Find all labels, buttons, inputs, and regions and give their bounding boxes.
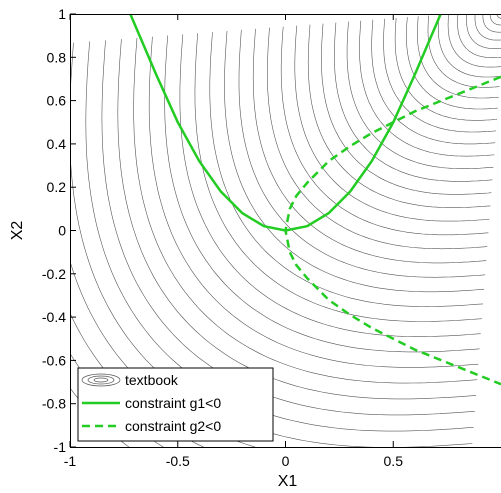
legend-contour-ring [87, 375, 115, 385]
y-tick-label: -0.4 [42, 309, 66, 325]
y-tick-label: 0.4 [47, 136, 67, 152]
contour-line [482, 14, 501, 33]
contour-line [334, 22, 493, 182]
contour-line [417, 16, 499, 99]
y-axis-label: X2 [9, 221, 26, 241]
x-axis-label: X1 [278, 473, 298, 490]
contour-line [474, 14, 501, 41]
constraint-curves [129, 14, 501, 386]
contour-line [406, 17, 498, 110]
x-tick-label: 0.5 [384, 453, 404, 469]
legend-contour-sample-icon [81, 373, 121, 387]
y-tick-label: -0.2 [42, 266, 66, 282]
contour-line [117, 39, 477, 400]
y-tick-label: 1 [58, 6, 66, 22]
contour-line [266, 27, 488, 250]
y-tick-label: -1 [54, 439, 67, 455]
contour-line [394, 17, 498, 121]
legend-label-textbook: textbook [125, 372, 179, 388]
contour-line [371, 19, 496, 145]
y-tick-label: 0.6 [47, 93, 67, 109]
y-tick-label: 0.8 [47, 49, 67, 65]
legend-label-constraint-g2: constraint g2<0 [125, 418, 221, 434]
legend-label-constraint-g1: constraint g1<0 [125, 395, 221, 411]
axis-ticks: -1 -0.5 0 0.5 1 0.8 0.6 0.4 0.2 0 -0.2 -0.4 -0.6 -0.8… [42, 6, 403, 469]
legend: textbook constraint g1<0 constraint g2<0 [77, 367, 274, 442]
contour-line [321, 23, 492, 195]
legend-box [77, 367, 274, 442]
contour-line [179, 34, 481, 337]
constraint-g2-curve [284, 75, 501, 386]
y-tick-label: -0.6 [42, 352, 66, 368]
contour-line [307, 24, 491, 209]
contour-line [164, 35, 480, 353]
contour-line [252, 28, 487, 264]
legend-contour-ring [81, 373, 121, 387]
contour-line [457, 14, 501, 59]
contour-line [346, 21, 494, 170]
contour-line [496, 14, 501, 19]
contour-line [238, 29, 486, 278]
contour-line [101, 40, 475, 416]
contour-line [447, 14, 501, 68]
contour-line [466, 14, 501, 49]
contour-line [383, 18, 497, 133]
y-tick-label: 0.2 [47, 179, 67, 195]
x-tick-label: -0.5 [166, 453, 190, 469]
contour-line [148, 36, 479, 368]
contour-line [437, 14, 501, 78]
contour-line [359, 20, 495, 157]
x-tick-label: -1 [64, 453, 77, 469]
x-tick-label: 0 [282, 453, 290, 469]
contour-line [224, 30, 485, 293]
y-tick-label: 0 [58, 223, 66, 239]
contour-line [209, 32, 484, 307]
contour-line [194, 33, 482, 322]
contour-line [427, 15, 500, 88]
contour-line [280, 26, 489, 236]
contour-line [85, 41, 474, 432]
legend-contour-ring [93, 377, 109, 383]
contour-line [133, 37, 478, 384]
y-tick-label: -0.8 [42, 396, 66, 412]
contour-lines [70, 14, 501, 447]
contour-line [294, 25, 490, 222]
